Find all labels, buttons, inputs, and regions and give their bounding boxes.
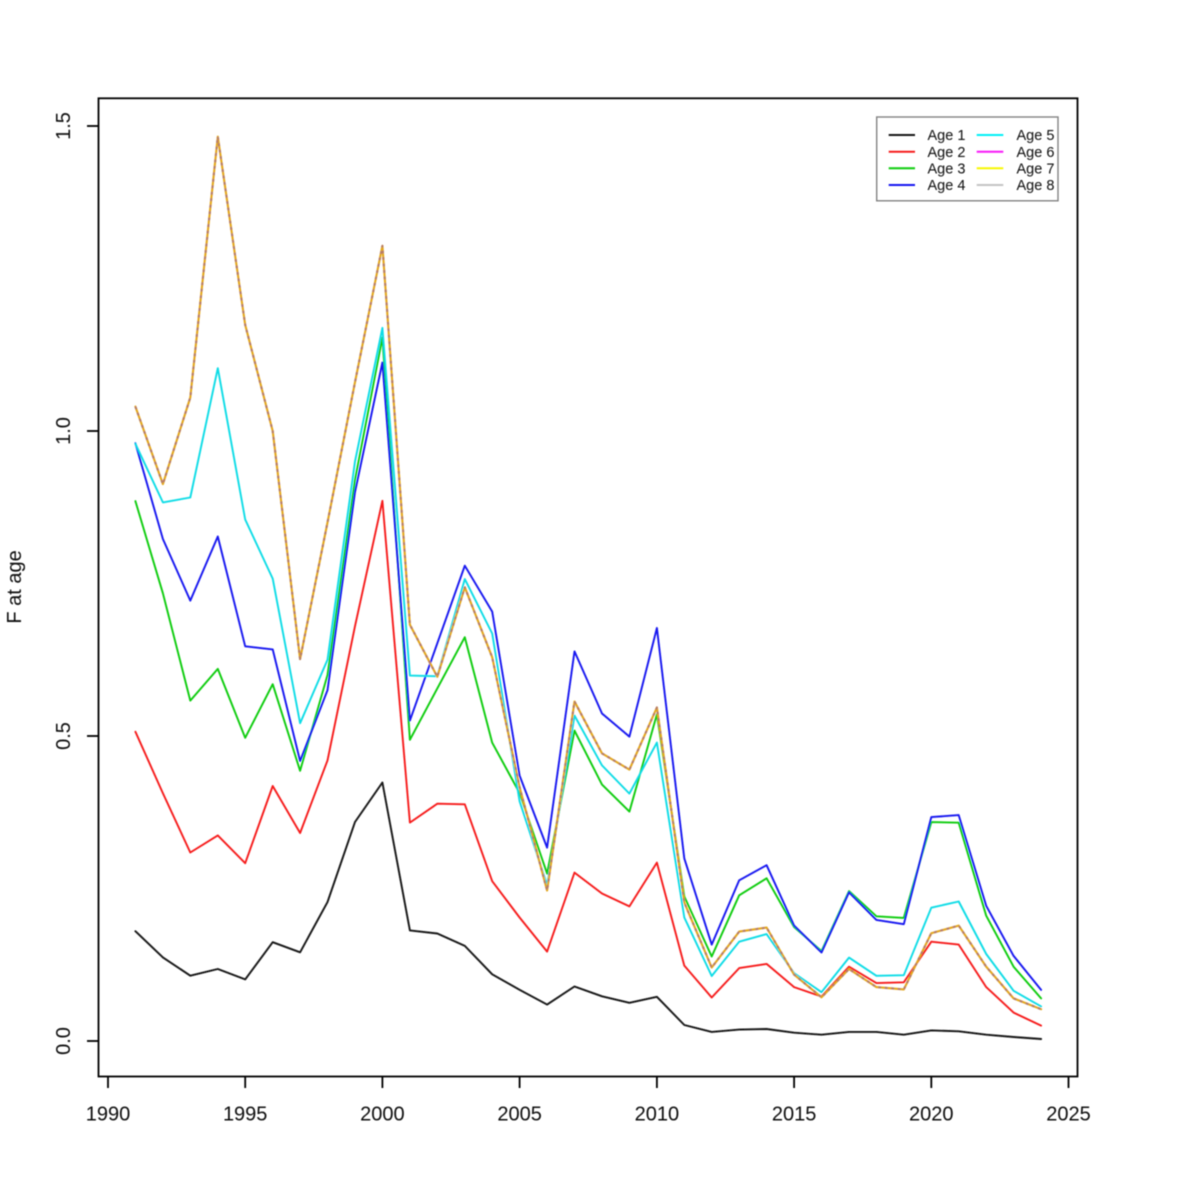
- svg-text:2015: 2015: [772, 1104, 817, 1126]
- svg-text:2010: 2010: [635, 1104, 680, 1126]
- svg-text:1.0: 1.0: [53, 417, 75, 445]
- svg-text:Age 7: Age 7: [1017, 162, 1055, 178]
- svg-text:0.5: 0.5: [53, 722, 75, 750]
- svg-text:2025: 2025: [1046, 1104, 1091, 1126]
- svg-text:Age 1: Age 1: [928, 128, 966, 144]
- svg-text:Age 8: Age 8: [1017, 178, 1055, 194]
- svg-text:Age 2: Age 2: [928, 145, 966, 161]
- svg-text:Age 5: Age 5: [1017, 128, 1055, 144]
- svg-text:0.0: 0.0: [53, 1027, 75, 1055]
- svg-text:Age 3: Age 3: [928, 162, 966, 178]
- svg-text:Age 6: Age 6: [1017, 145, 1055, 161]
- svg-text:1.5: 1.5: [53, 112, 75, 140]
- svg-text:Age 4: Age 4: [928, 178, 966, 194]
- svg-text:1995: 1995: [223, 1104, 268, 1126]
- svg-text:2000: 2000: [360, 1104, 405, 1126]
- svg-text:F at age: F at age: [4, 550, 26, 623]
- svg-text:2005: 2005: [497, 1104, 542, 1126]
- svg-text:1990: 1990: [86, 1104, 131, 1126]
- svg-text:2020: 2020: [909, 1104, 954, 1126]
